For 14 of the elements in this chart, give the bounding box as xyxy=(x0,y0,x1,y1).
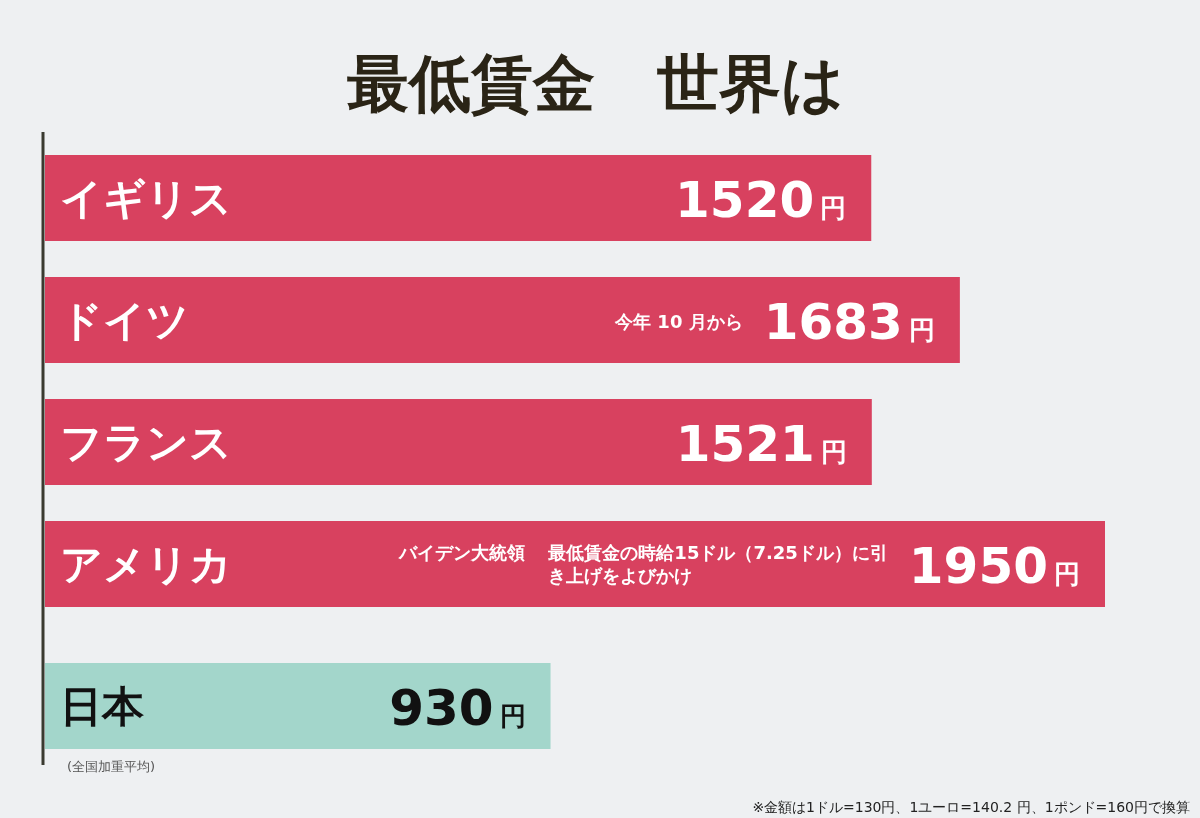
annotation: バイデン大統領 xyxy=(398,542,526,563)
annotation: 最低賃金の時給15ドル（7.25ドル）に引き上げをよびかけ xyxy=(547,542,888,586)
y-tick-label: アメリカ xyxy=(60,540,232,589)
annotation: (全国加重平均) xyxy=(67,759,156,774)
bar xyxy=(45,277,960,363)
bar xyxy=(45,399,872,485)
text: ※金額は1ドル=130円、1ユーロ=140.2 円、1ポンド=160円で換算 xyxy=(752,799,1190,815)
y-tick-label: 日本 xyxy=(60,682,144,731)
bar xyxy=(45,155,872,241)
y-tick-label: ドイツ xyxy=(60,296,189,345)
annotation: 今年 10 月から xyxy=(614,311,743,332)
chart-title: 最低賃金 世界は xyxy=(346,47,844,120)
y-tick-label: フランス xyxy=(60,418,232,467)
y-tick-label: イギリス xyxy=(60,174,232,223)
